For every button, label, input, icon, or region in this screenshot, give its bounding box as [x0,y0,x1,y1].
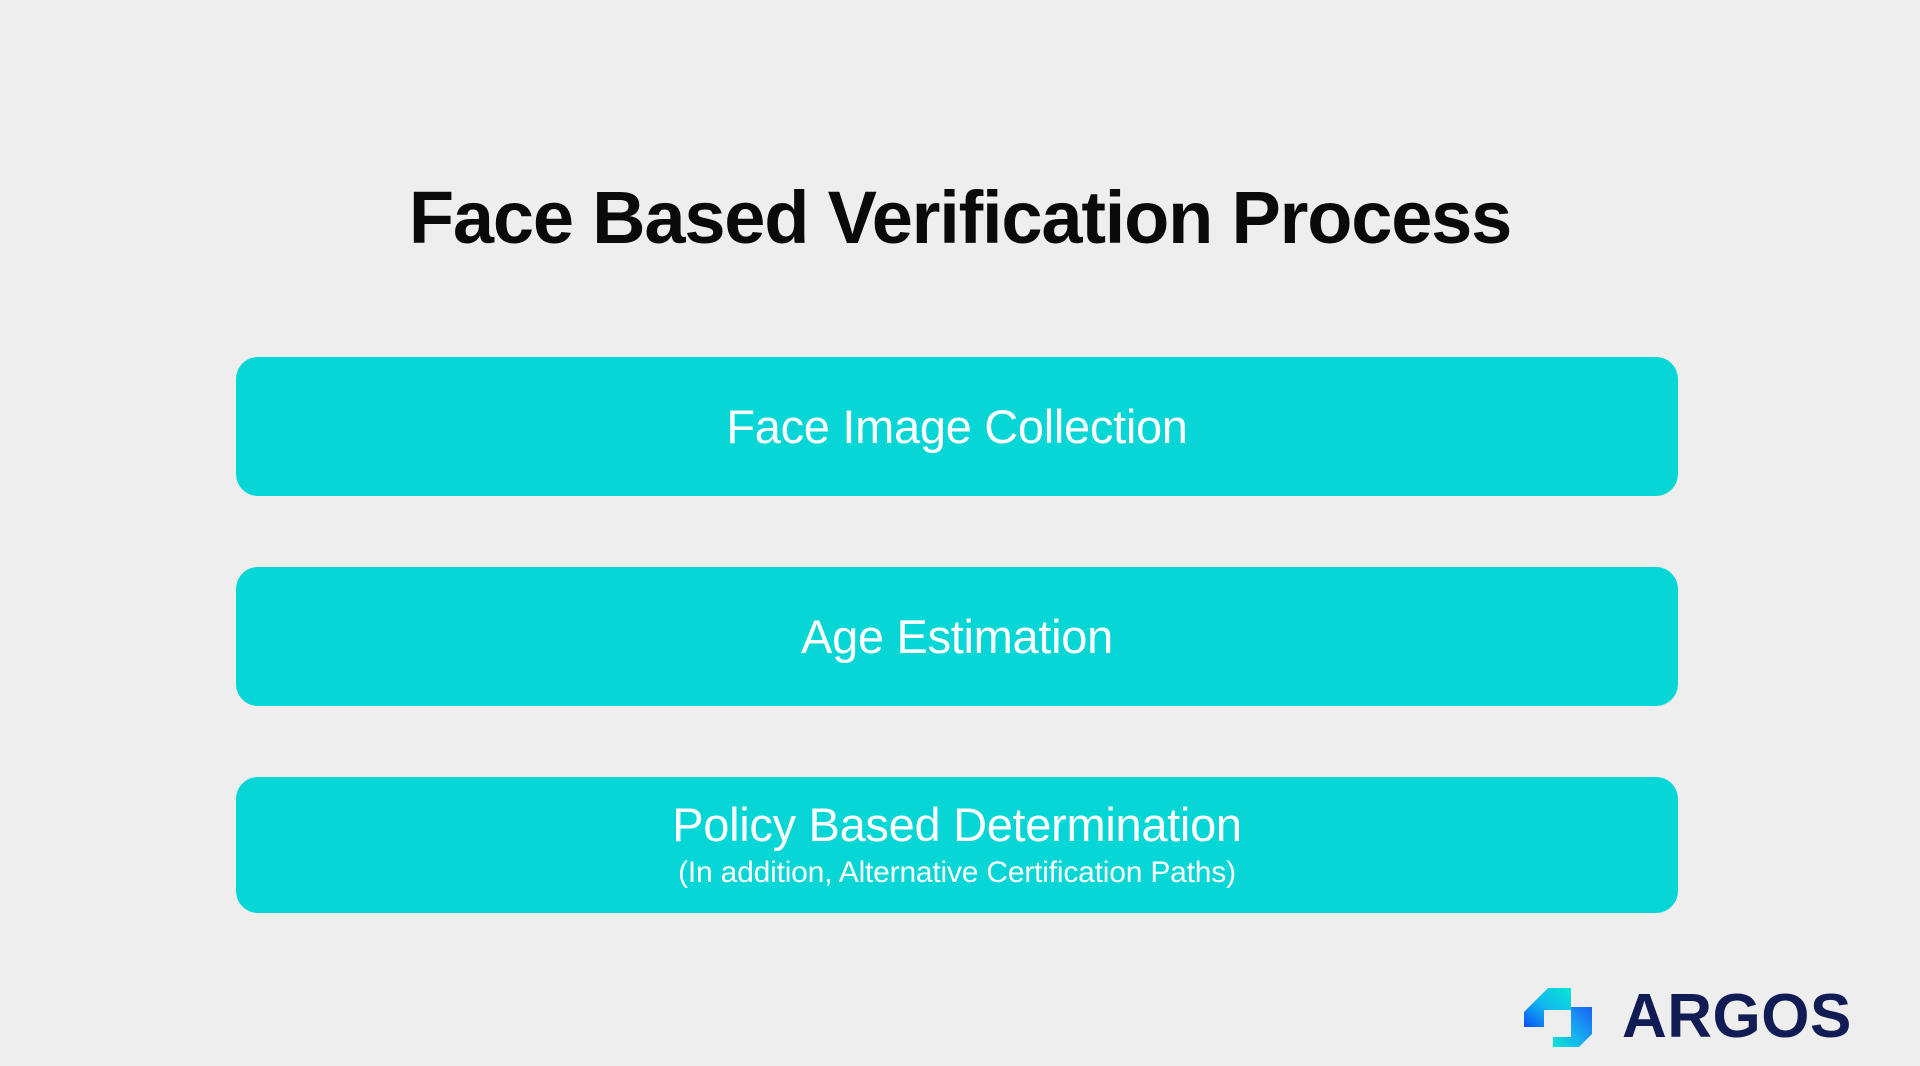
process-step-label: Face Image Collection [726,399,1188,453]
process-step-face-image-collection[interactable]: Face Image Collection [236,357,1678,496]
page-title: Face Based Verification Process [408,176,1512,259]
process-step-list: Face Image Collection Age Estimation Pol… [236,357,1678,913]
process-step-policy-based-determination[interactable]: Policy Based Determination (In addition,… [236,777,1678,913]
argos-logo: ARGOS [1522,972,1912,1062]
argos-pinwheel-icon [1524,988,1592,1047]
process-step-label: Policy Based Determination [672,798,1242,851]
argos-wordmark: ARGOS [1622,982,1852,1051]
process-step-sublabel: (In addition, Alternative Certification … [678,856,1236,889]
process-step-age-estimation[interactable]: Age Estimation [236,567,1678,706]
process-step-label: Age Estimation [801,609,1113,663]
